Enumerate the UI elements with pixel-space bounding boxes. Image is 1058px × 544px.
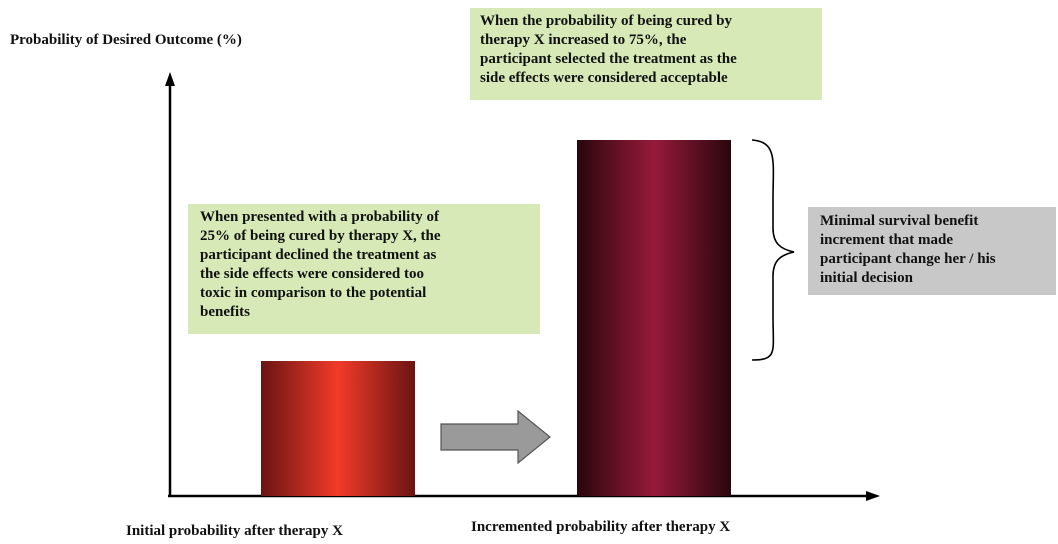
annotation-line: side effects were considered acceptable xyxy=(480,70,728,86)
y-axis-label: Probability of Desired Outcome (%) xyxy=(10,32,242,48)
annotation-box-top: When the probability of being cured by t… xyxy=(470,8,822,100)
right-arrow-icon xyxy=(440,409,551,465)
annotation-line: When presented with a probability of xyxy=(200,209,440,225)
annotation-box-left: When presented with a probability of 25%… xyxy=(188,204,540,334)
annotation-line: When the probability of being cured by xyxy=(480,13,732,29)
annotation-line: increment that made xyxy=(820,232,954,248)
x-label-initial: Initial probability after therapy X xyxy=(126,523,343,539)
x-axis-arrowhead xyxy=(866,491,880,501)
annotation-line: participant declined the treatment as xyxy=(200,247,437,263)
annotation-line: the side effects were considered too xyxy=(200,266,424,282)
annotation-line: toxic in comparison to the potential xyxy=(200,285,427,301)
bar-incremented-probability xyxy=(577,140,731,496)
annotation-line: initial decision xyxy=(820,270,913,286)
curly-brace-icon xyxy=(751,139,795,361)
annotation-box-right: Minimal survival benefit increment that … xyxy=(808,207,1056,295)
annotation-line: therapy X increased to 75%, the xyxy=(480,32,687,48)
annotation-line: benefits xyxy=(200,304,250,320)
annotation-line: 25% of being cured by therapy X, the xyxy=(200,228,441,244)
bar-initial-probability xyxy=(261,361,415,496)
y-axis-arrowhead xyxy=(165,72,175,86)
x-label-incremented: Incremented probability after therapy X xyxy=(471,519,731,535)
annotation-line: Minimal survival benefit xyxy=(820,213,979,229)
annotation-line: participant selected the treatment as th… xyxy=(480,51,737,67)
annotation-line: participant change her / his xyxy=(820,251,996,267)
